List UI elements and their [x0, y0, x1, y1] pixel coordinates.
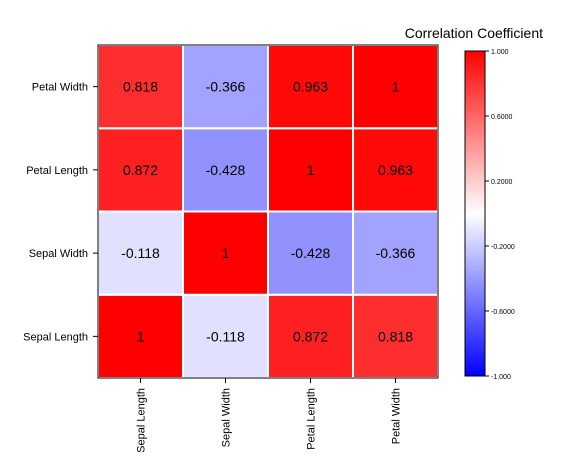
x-tick-label: Sepal Length [136, 388, 148, 453]
colorbar-tick-label: 0.6000 [491, 114, 513, 121]
y-tick-label: Sepal Width [29, 248, 88, 260]
cell-value-label: -0.428 [291, 245, 331, 261]
cell-value-label: 1 [392, 79, 400, 95]
heatmap-value-labels: 1 -0.118 0.872 0.818 -0.118 1 -0.428 -0.366 0.87… [121, 79, 415, 345]
x-axis: Sepal Length Sepal Width Petal Length Petal… [136, 378, 403, 453]
y-axis: Sepal Length Sepal Width Petal Length Petal… [23, 82, 98, 343]
cell-value-label: -0.366 [206, 79, 246, 95]
cell-value-label: 0.872 [123, 162, 158, 178]
colorbar: 1.000 0.6000 0.2000 -0.2000 -0.6000 -1.000 Cor… [405, 25, 543, 381]
heatmap-cell [182, 210, 269, 296]
y-tick-label: Sepal Length [23, 331, 88, 343]
y-tick-label: Petal Width [32, 82, 88, 94]
colorbar-tick-label: 0.2000 [491, 179, 513, 186]
y-tick-label: Petal Length [26, 165, 88, 177]
cell-value-label: -0.118 [206, 328, 245, 344]
cell-value-label: 0.872 [293, 328, 328, 344]
x-tick-label: Petal Width [391, 388, 403, 444]
heatmap-cells [97, 44, 439, 379]
cell-value-label: -0.428 [206, 162, 246, 178]
colorbar-tick-label: -0.6000 [491, 309, 515, 316]
cell-value-label: 1 [137, 328, 145, 344]
x-tick-label: Sepal Width [221, 388, 233, 447]
colorbar-scale [464, 50, 486, 377]
colorbar-tick-label: -0.2000 [491, 244, 515, 251]
x-tick-label: Petal Length [306, 388, 318, 450]
cell-value-label: 0.818 [123, 79, 158, 95]
heatmap-cell [267, 210, 354, 296]
colorbar-title: Correlation Coefficient [405, 25, 543, 41]
cell-value-label: 1 [307, 162, 315, 178]
heatmap-cell [182, 127, 269, 213]
cell-value-label: 0.963 [378, 162, 413, 178]
cell-value-label: 1 [222, 245, 230, 261]
heatmap-cell [352, 210, 439, 296]
colorbar-tick-label: 1.000 [491, 49, 509, 56]
colorbar-tick-label: -1.000 [491, 374, 511, 381]
heatmap-cell [352, 127, 439, 213]
heatmap-cell [97, 210, 184, 296]
heatmap-cell [182, 293, 269, 379]
cell-value-label: 0.963 [293, 79, 328, 95]
cell-value-label: -0.118 [121, 245, 160, 261]
cell-value-label: -0.366 [376, 245, 416, 261]
cell-value-label: 0.818 [378, 328, 413, 344]
heatmap-cell [97, 44, 184, 130]
plot-frame [97, 44, 439, 379]
heatmap-cell [352, 44, 439, 130]
